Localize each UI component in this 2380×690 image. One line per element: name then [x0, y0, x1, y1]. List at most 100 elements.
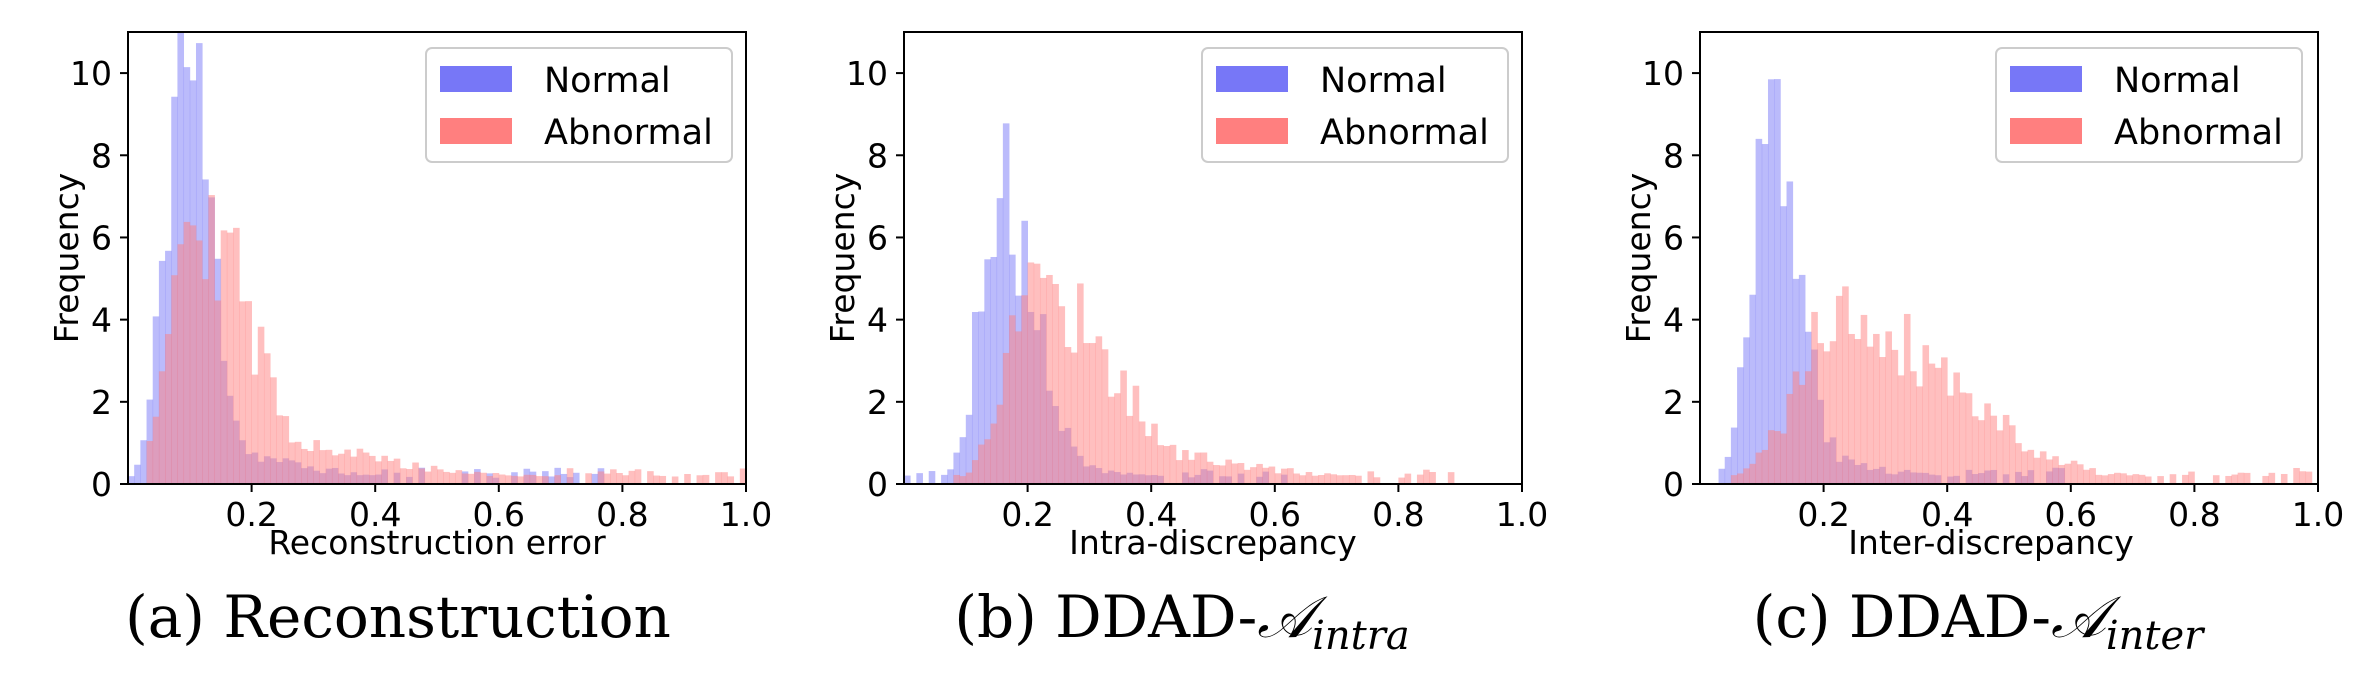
bar-abnormal: [498, 474, 506, 484]
bar-abnormal: [245, 301, 252, 484]
bar-abnormal: [375, 461, 382, 484]
bar-abnormal: [276, 415, 283, 484]
bar-abnormal: [1107, 396, 1115, 484]
x-tick-label: 0.4: [349, 495, 401, 534]
bar-abnormal: [1447, 472, 1455, 484]
bar-abnormal: [1002, 352, 1010, 484]
bar-abnormal: [1860, 314, 1868, 484]
bar-abnormal: [288, 442, 296, 484]
x-tick-label: 0.2: [1001, 495, 1053, 534]
bar-abnormal: [1755, 452, 1763, 484]
bar-abnormal: [1416, 474, 1424, 484]
bar-abnormal: [2182, 474, 2189, 484]
bar-abnormal: [1311, 475, 1319, 484]
bar-abnormal: [1250, 467, 1257, 484]
bar-normal: [140, 440, 147, 484]
x-tick-label: 1.0: [720, 495, 772, 534]
y-tick-label: 4: [867, 301, 888, 340]
x-tick-label: 1.0: [1496, 495, 1548, 534]
bar-abnormal: [1231, 463, 1239, 484]
bar-abnormal: [412, 462, 419, 484]
bar-abnormal: [251, 374, 259, 484]
bar-abnormal: [2237, 472, 2245, 484]
bar-abnormal: [2305, 471, 2313, 484]
bar-abnormal: [1077, 283, 1084, 484]
bar-abnormal: [2083, 469, 2090, 484]
bar-abnormal: [1848, 333, 1855, 484]
y-tick-label: 10: [1642, 54, 1684, 93]
bar-abnormal: [1342, 475, 1350, 484]
bar-normal: [1774, 79, 1781, 484]
bar-abnormal: [1336, 475, 1344, 484]
histogram-bars: [904, 123, 1455, 485]
bar-abnormal: [504, 475, 512, 484]
bar-abnormal: [1064, 347, 1072, 484]
bar-abnormal: [2039, 451, 2047, 484]
bar-abnormal: [165, 334, 172, 484]
bar-abnormal: [1213, 465, 1220, 484]
bar-abnormal: [430, 465, 438, 484]
bar-abnormal: [313, 440, 320, 484]
bar-abnormal: [1953, 372, 1960, 484]
bar-abnormal: [480, 472, 487, 484]
bar-abnormal: [535, 476, 543, 484]
bar-abnormal: [1990, 415, 1998, 484]
bar-abnormal: [461, 473, 469, 484]
x-axis-label: Inter-discrepancy: [1848, 523, 2134, 562]
bar-normal: [904, 475, 911, 484]
bar-normal: [1743, 337, 1750, 484]
bar-abnormal: [2089, 468, 2096, 484]
bar-abnormal: [1743, 468, 1750, 484]
bar-abnormal: [1922, 345, 1930, 484]
x-tick-label: 0.2: [225, 495, 277, 534]
legend-swatch-normal: [2010, 66, 2082, 92]
y-tick-label: 8: [867, 136, 888, 175]
y-axis-label: Frequency: [47, 173, 86, 343]
bar-abnormal: [2052, 456, 2059, 484]
bar-abnormal: [1021, 295, 1028, 484]
bar-abnormal: [2095, 474, 2103, 484]
bar-abnormal: [2070, 460, 2078, 484]
bar-abnormal: [294, 441, 302, 484]
bar-abnormal: [1052, 283, 1059, 484]
bar-abnormal: [2120, 473, 2127, 484]
bar-abnormal: [1126, 415, 1134, 484]
bar-abnormal: [984, 439, 991, 484]
bar-abnormal: [1101, 349, 1109, 484]
bar-abnormal: [739, 468, 747, 484]
bar-abnormal: [1873, 333, 1880, 484]
bar-abnormal: [2058, 464, 2066, 484]
bar-abnormal: [486, 476, 494, 484]
bar-abnormal: [2243, 472, 2251, 484]
bar-abnormal: [195, 240, 203, 484]
bar-abnormal: [2021, 451, 2028, 484]
bar-abnormal: [1373, 477, 1381, 484]
y-axis-label: Frequency: [823, 173, 862, 343]
bar-normal: [965, 414, 973, 484]
y-tick-label: 2: [91, 383, 112, 422]
bar-abnormal: [978, 444, 985, 484]
bar-abnormal: [474, 471, 481, 484]
bar-abnormal: [307, 451, 314, 484]
y-tick-label: 10: [70, 54, 112, 93]
bar-abnormal: [325, 449, 333, 484]
bar-abnormal: [2144, 476, 2152, 484]
bar-abnormal: [1805, 371, 1812, 484]
bar-abnormal: [1120, 370, 1127, 484]
x-axis-label: Reconstruction error: [268, 523, 606, 562]
bar-abnormal: [1033, 263, 1041, 484]
bar-abnormal: [1280, 468, 1288, 484]
histogram-bars: [1718, 79, 2313, 485]
bar-abnormal: [362, 452, 370, 484]
bar-abnormal: [1971, 416, 1979, 484]
bar-abnormal: [1200, 452, 1208, 484]
bar-abnormal: [1774, 431, 1781, 484]
y-tick-label: 0: [91, 465, 112, 504]
bar-abnormal: [1175, 460, 1183, 484]
bar-abnormal: [511, 475, 518, 484]
bar-abnormal: [953, 474, 961, 484]
bar-abnormal: [1792, 371, 1800, 484]
y-tick-label: 2: [867, 383, 888, 422]
y-tick-label: 0: [867, 465, 888, 504]
bar-abnormal: [319, 450, 327, 484]
